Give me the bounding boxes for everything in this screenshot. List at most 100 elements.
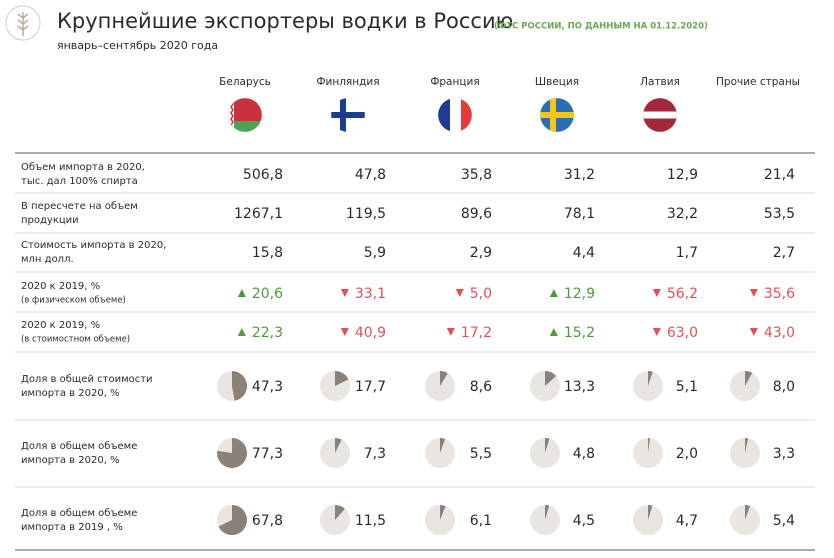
row-label-sub: (в физическом объеме): [21, 296, 126, 306]
pie-slice: [217, 438, 247, 469]
pie-slice: [440, 505, 446, 520]
change-value: 5,0: [470, 286, 492, 302]
change-value: 20,6: [252, 286, 283, 302]
change-arrow: [549, 289, 558, 297]
flag: [438, 98, 472, 132]
pie-value: 8,0: [773, 379, 795, 395]
flag: [643, 98, 677, 132]
row-label-sub: импорта в 2020, %: [21, 388, 120, 399]
change-arrow: [237, 289, 246, 297]
change-arrow: [455, 289, 464, 297]
pie-value: 47,3: [252, 379, 283, 395]
source: (ФТС РОССИИ, ПО ДАННЫМ НА 01.12.2020): [494, 22, 708, 32]
pie-value: 7,3: [364, 446, 386, 462]
row-label: Доля в общем объеме: [21, 508, 137, 519]
change-arrow: [340, 328, 349, 336]
pie-slice: [745, 505, 750, 520]
row-label-sub: продукции: [21, 215, 79, 226]
flag-part: [450, 98, 461, 132]
cell-value: 15,8: [252, 245, 283, 261]
cell-value: 1267,1: [234, 206, 283, 222]
change-value: 15,2: [564, 325, 595, 341]
cell-value: 89,6: [461, 206, 492, 222]
change-value: 43,0: [764, 325, 795, 341]
change-value: 22,3: [252, 325, 283, 341]
pie-value: 4,7: [676, 513, 698, 529]
cell-value: 53,5: [764, 206, 795, 222]
cell-value: 4,4: [573, 245, 595, 261]
cell-value: 2,7: [773, 245, 795, 261]
pie-value: 6,1: [470, 513, 492, 529]
change-value: 40,9: [355, 325, 386, 341]
flag-part: [228, 98, 234, 132]
row-label: 2020 к 2019, %: [21, 320, 100, 331]
pie-value: 5,4: [773, 513, 795, 529]
flag: [540, 98, 574, 132]
pie-slice: [440, 371, 448, 386]
pie-value: 11,5: [355, 513, 386, 529]
pie-value: 2,0: [676, 446, 698, 462]
pie-slice: [545, 371, 557, 386]
cell-value: 2,9: [470, 245, 492, 261]
change-value: 35,6: [764, 286, 795, 302]
change-value: 56,2: [667, 286, 698, 302]
change-arrow: [549, 328, 558, 336]
column-header: Франция: [430, 76, 479, 88]
pie-slice: [335, 505, 345, 520]
column-header: Швеция: [535, 76, 579, 88]
pie-slice: [745, 438, 749, 453]
pie-value: 5,5: [470, 446, 492, 462]
pie-slice: [745, 371, 753, 386]
pie-value: 4,8: [573, 446, 595, 462]
title: Крупнейшие экспортеры водки в Россию: [57, 9, 513, 33]
row-label: Доля в общем объеме: [21, 441, 137, 452]
flag-part: [540, 112, 574, 118]
flag-part: [228, 121, 262, 132]
cell-value: 12,9: [667, 167, 698, 183]
row-label-sub: млн долл.: [21, 254, 74, 265]
pie-slice: [232, 371, 247, 401]
logo: [5, 5, 41, 41]
pie-slice: [335, 438, 342, 453]
column-header: Латвия: [640, 76, 680, 88]
column-header: Финляндия: [316, 76, 379, 88]
cell-value: 21,4: [764, 167, 795, 183]
column-header: Прочие страны: [716, 76, 800, 88]
pie-value: 4,5: [573, 513, 595, 529]
cell-value: 47,8: [355, 167, 386, 183]
cell-value: 78,1: [564, 206, 595, 222]
pie-slice: [335, 371, 349, 386]
pie-value: 13,3: [564, 379, 595, 395]
pie-slice: [648, 371, 653, 386]
change-arrow: [237, 328, 246, 336]
row-label: Доля в общей стоимости: [21, 374, 153, 385]
row-label: Стоимость импорта в 2020,: [21, 240, 166, 251]
pie-value: 3,3: [773, 446, 795, 462]
flag-part: [340, 98, 346, 132]
pie-slice: [545, 438, 550, 453]
pie-value: 77,3: [252, 446, 283, 462]
change-arrow: [652, 289, 661, 297]
pie-slice: [218, 505, 247, 536]
pie-slice: [440, 438, 446, 453]
flag: [228, 98, 262, 132]
flag-part: [331, 112, 365, 118]
pie-slice: [648, 438, 650, 453]
column-header: Беларусь: [219, 76, 271, 88]
flag-part: [550, 98, 556, 132]
cell-value: 35,8: [461, 167, 492, 183]
change-arrow: [749, 328, 758, 336]
row-label-sub: тыс. дал 100% спирта: [21, 176, 138, 187]
cell-value: 32,2: [667, 206, 698, 222]
pie-value: 5,1: [676, 379, 698, 395]
flag-part: [230, 100, 234, 129]
row-label: В пересчете на объем: [21, 201, 138, 212]
change-arrow: [340, 289, 349, 297]
row-label-sub: импорта в 2020, %: [21, 455, 120, 466]
change-value: 12,9: [564, 286, 595, 302]
pie-slice: [545, 505, 550, 520]
pie-value: 8,6: [470, 379, 492, 395]
pie-value: 67,8: [252, 513, 283, 529]
